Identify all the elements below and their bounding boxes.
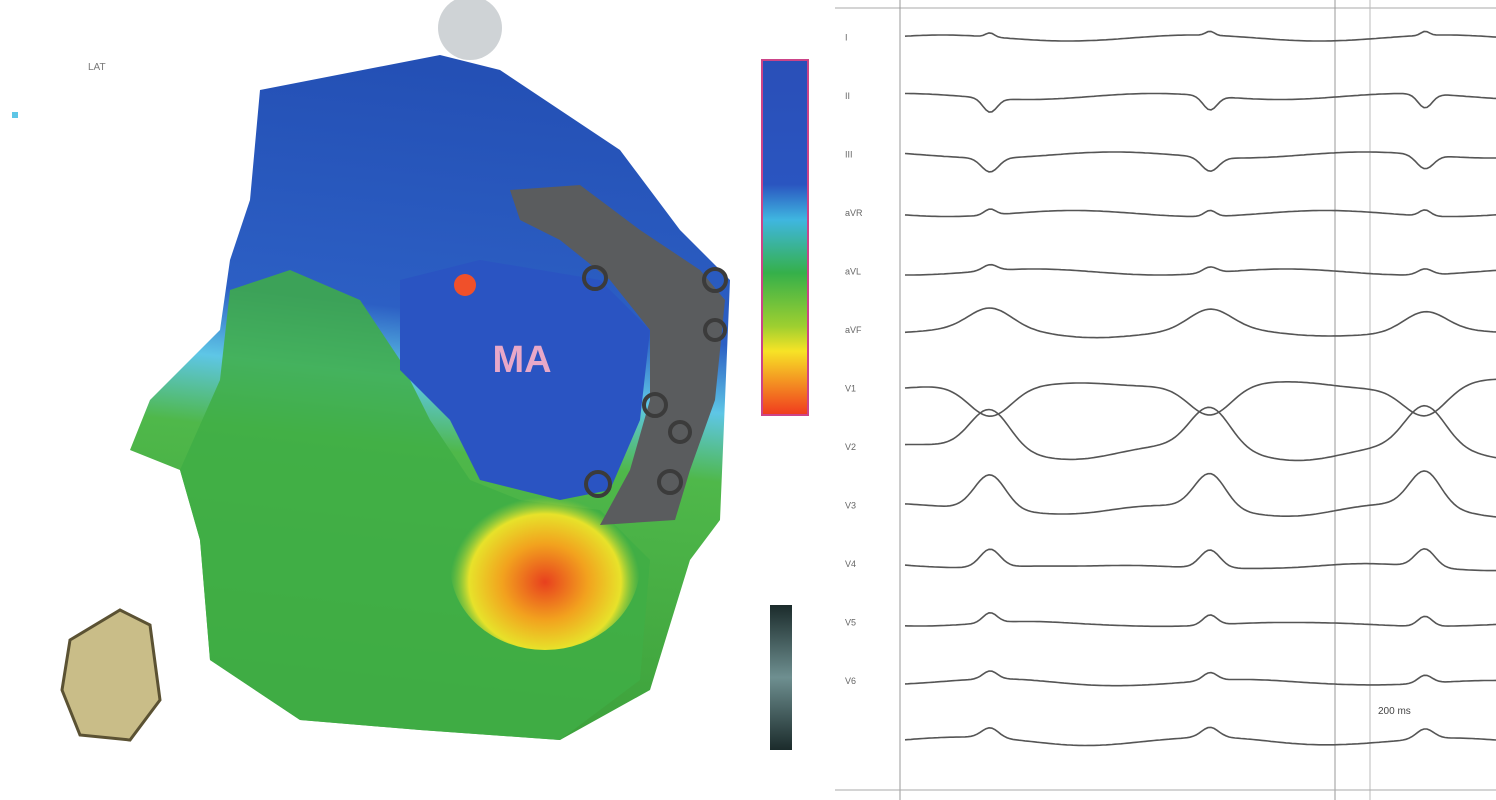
lead-label: V4 (845, 559, 856, 569)
ecg-trace (904, 611, 1496, 628)
legend-title: LAT (88, 62, 106, 73)
ecg-trace (905, 92, 1496, 113)
ecg-trace (904, 726, 1496, 747)
map-label: MA (492, 339, 551, 381)
orientation-icon (60, 608, 162, 742)
lead-label: V6 (845, 676, 856, 686)
voltage-scale (770, 605, 792, 750)
lead-label: V5 (845, 617, 856, 627)
activation-map: MA (130, 55, 730, 740)
lead-label: aVR (845, 208, 863, 218)
ecg-trace (904, 151, 1496, 173)
color-bar (761, 59, 809, 416)
ecg-trace (904, 470, 1496, 518)
ecg-trace (905, 263, 1496, 276)
lead-label: I (845, 32, 848, 42)
lead-label: aVL (845, 266, 861, 276)
lead-label: III (845, 149, 853, 159)
lead-label: V3 (845, 500, 856, 510)
lead-label: II (845, 91, 850, 101)
ecg-trace (904, 208, 1496, 218)
ecg-trace (904, 404, 1496, 462)
legend-swatch (12, 112, 18, 118)
ecg-trace (904, 670, 1496, 687)
ecg-trace (904, 547, 1496, 572)
ecg-trace (904, 30, 1496, 42)
ecg-trace (904, 307, 1496, 339)
catheter (438, 0, 502, 60)
ecg-trace (904, 378, 1496, 418)
lead-label: aVF (845, 325, 862, 335)
lead-label: V1 (845, 383, 856, 393)
lead-label: V2 (845, 442, 856, 452)
scale-label: 200 ms (1378, 706, 1411, 717)
